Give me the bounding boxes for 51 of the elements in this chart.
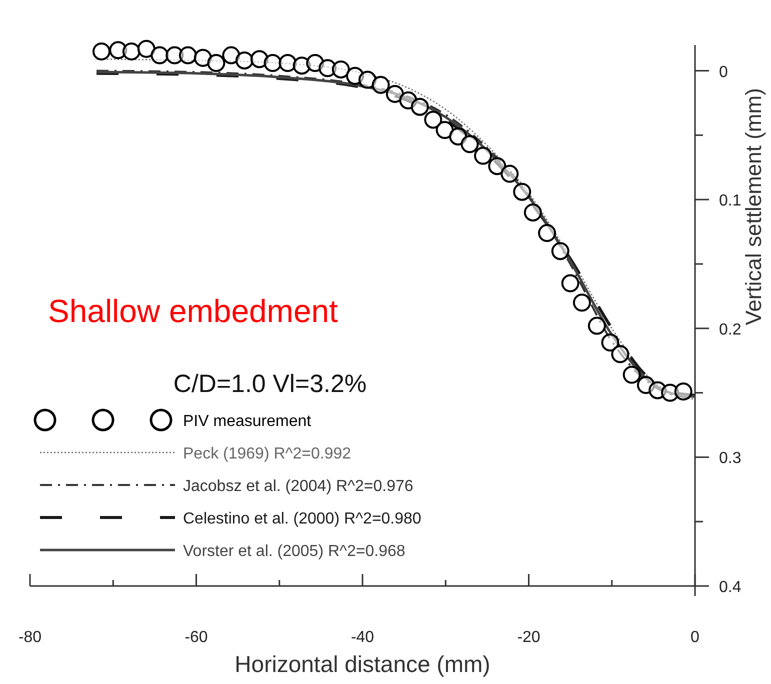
text: Celestino et al. (2000) R^2=0.980 bbox=[183, 510, 422, 528]
point bbox=[92, 42, 110, 60]
point bbox=[524, 203, 542, 222]
x-tick-label: 0 bbox=[690, 629, 700, 646]
point bbox=[207, 54, 226, 72]
point bbox=[551, 242, 570, 260]
x-tick-label: -20 bbox=[517, 629, 540, 646]
point bbox=[488, 157, 506, 176]
point bbox=[150, 46, 169, 64]
x-tick-label: -80 bbox=[18, 629, 42, 646]
point bbox=[460, 135, 479, 154]
point bbox=[222, 46, 240, 64]
point bbox=[332, 60, 350, 78]
point bbox=[561, 274, 580, 292]
point bbox=[264, 54, 282, 72]
text: Peck (1969) R^2=0.992 bbox=[183, 446, 352, 462]
point bbox=[386, 84, 404, 103]
point bbox=[513, 182, 532, 201]
point bbox=[500, 164, 519, 183]
legend-label: PIV measurement bbox=[183, 413, 312, 430]
y-axis-title: Vertical settlement (mm) bbox=[741, 88, 766, 326]
y-tick-label: 0.3 bbox=[719, 450, 742, 468]
y-tick-label: 0 bbox=[719, 64, 728, 81]
point bbox=[588, 316, 606, 335]
point bbox=[410, 98, 429, 116]
text: Jacobsz et al. (2004) R^2=0.976 bbox=[183, 478, 414, 495]
annotation: Shallow embedment bbox=[48, 293, 338, 329]
x-tick-label: -60 bbox=[184, 629, 208, 646]
point bbox=[674, 382, 692, 400]
y-tick-label: 0.4 bbox=[719, 579, 742, 596]
point bbox=[601, 334, 620, 352]
x-tick-label: -40 bbox=[350, 629, 374, 646]
point bbox=[424, 110, 442, 129]
point bbox=[194, 48, 212, 67]
point bbox=[372, 76, 390, 94]
point bbox=[622, 366, 641, 384]
point bbox=[235, 51, 254, 70]
point bbox=[358, 70, 376, 89]
point bbox=[122, 42, 140, 60]
annotation: C/D=1.0 Vl=3.2% bbox=[173, 370, 367, 398]
point bbox=[178, 46, 197, 64]
point bbox=[278, 54, 297, 72]
y-tick-label: 0.2 bbox=[719, 321, 742, 338]
point bbox=[474, 146, 492, 165]
point bbox=[137, 40, 156, 58]
point bbox=[538, 224, 556, 242]
point bbox=[572, 294, 591, 312]
point bbox=[611, 345, 630, 364]
y-tick-label: 0.1 bbox=[719, 192, 742, 210]
x-axis-title: Horizontal distance (mm) bbox=[234, 651, 490, 677]
text: Vorster et al. (2005) R^2=0.968 bbox=[183, 543, 406, 560]
